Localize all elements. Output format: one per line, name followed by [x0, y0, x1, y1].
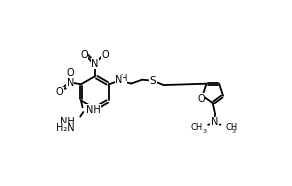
- Text: O: O: [197, 94, 205, 104]
- Text: N: N: [211, 117, 218, 127]
- Text: CH: CH: [226, 123, 238, 132]
- Text: CH: CH: [190, 123, 203, 132]
- Text: O: O: [66, 68, 74, 78]
- Text: NH: NH: [60, 117, 75, 127]
- Text: NH: NH: [86, 105, 100, 115]
- Text: H₂N: H₂N: [56, 123, 75, 133]
- Text: S: S: [150, 76, 156, 86]
- Text: O: O: [80, 50, 88, 60]
- Text: O: O: [55, 87, 63, 97]
- Text: N: N: [91, 59, 99, 69]
- Text: N: N: [67, 78, 74, 88]
- Text: O: O: [102, 50, 110, 60]
- Text: N: N: [115, 76, 123, 85]
- Text: H: H: [121, 74, 127, 83]
- Text: 3: 3: [203, 129, 207, 134]
- Text: 3: 3: [231, 129, 235, 134]
